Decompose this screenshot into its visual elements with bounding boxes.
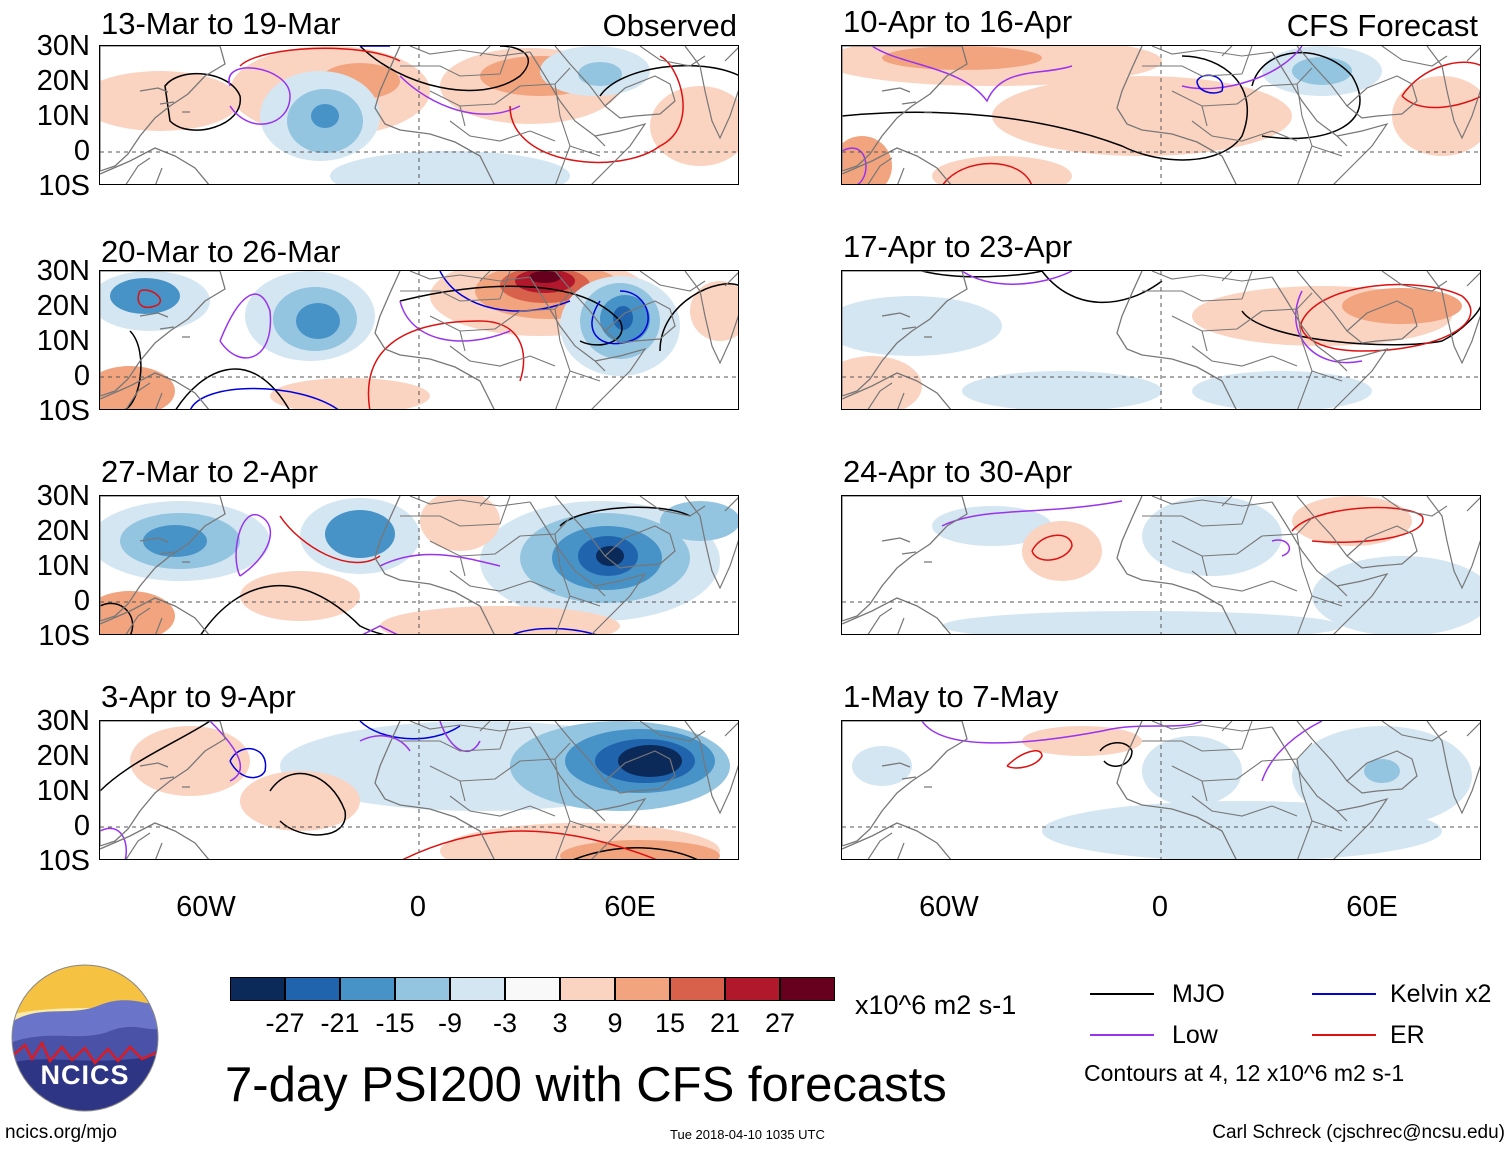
lat-label-0: 0 — [73, 360, 90, 392]
map-canvas — [100, 496, 738, 634]
colorbar-label: -3 — [492, 1008, 517, 1038]
colorbar-label: -9 — [437, 1008, 462, 1038]
lat-label-10s: 10S — [38, 620, 90, 652]
panel-title-fc-3: 24-Apr to 30-Apr — [843, 454, 1073, 489]
panel-title-obs-4: 3-Apr to 9-Apr — [101, 679, 296, 714]
map-canvas — [842, 721, 1480, 859]
colorbar-swatch — [780, 977, 835, 1001]
colorbar-swatch — [285, 977, 340, 1001]
map-panel-obs-2 — [99, 270, 739, 410]
main-title: 7-day PSI200 with CFS forecasts — [225, 1058, 947, 1112]
legend-label-kelvin: Kelvin x2 — [1390, 980, 1492, 1008]
colorbar-swatch — [230, 977, 285, 1001]
colorbar-label: 9 — [607, 1008, 623, 1038]
lat-label-30n: 30N — [36, 255, 90, 287]
map-canvas — [100, 46, 738, 184]
panel-title-obs-3: 27-Mar to 2-Apr — [101, 454, 319, 489]
lon-label-0: 0 — [1151, 891, 1169, 923]
legend-swatch-low — [1090, 1034, 1154, 1036]
colorbar-label: -27 — [265, 1008, 305, 1038]
legend-swatch-er — [1312, 1034, 1376, 1036]
map-canvas — [100, 721, 738, 859]
colorbar-label: -21 — [320, 1008, 360, 1038]
map-panel-obs-3 — [99, 495, 739, 635]
panel-title-fc-1: 10-Apr to 16-Apr — [843, 4, 1073, 39]
lat-label-0: 0 — [73, 585, 90, 617]
forecast-tag: CFS Forecast — [1286, 8, 1478, 43]
panel-title-obs-2: 20-Mar to 26-Mar — [101, 234, 341, 269]
lat-label-10n: 10N — [36, 550, 90, 582]
colorbar-label: 27 — [764, 1008, 796, 1038]
lat-label-10n: 10N — [36, 325, 90, 357]
legend-label-low: Low — [1172, 1021, 1218, 1049]
legend-swatch-mjo — [1090, 993, 1154, 995]
lat-label-10s: 10S — [38, 395, 90, 427]
colorbar-units: x10^6 m2 s-1 — [855, 990, 1017, 1020]
lat-label-30n: 30N — [36, 705, 90, 737]
footer-url[interactable]: ncics.org/mjo — [5, 1122, 117, 1143]
lat-label-0: 0 — [73, 135, 90, 167]
colorbar-swatch — [615, 977, 670, 1001]
lon-label-0: 0 — [409, 891, 427, 923]
map-panel-fc-2 — [841, 270, 1481, 410]
lat-label-10s: 10S — [38, 845, 90, 877]
map-panel-fc-3 — [841, 495, 1481, 635]
colorbar-swatch — [340, 977, 395, 1001]
lat-label-20n: 20N — [36, 740, 90, 772]
lat-label-30n: 30N — [36, 30, 90, 62]
footer-author: Carl Schreck (cjschrec@ncsu.edu) — [1212, 1122, 1505, 1143]
map-panel-obs-1 — [99, 45, 739, 185]
colorbar-swatch — [670, 977, 725, 1001]
legend-label-er: ER — [1390, 1021, 1425, 1049]
map-panel-fc-4 — [841, 720, 1481, 860]
lat-label-10s: 10S — [38, 170, 90, 202]
observed-tag: Observed — [602, 8, 737, 43]
footer-timestamp: Tue 2018-04-10 1035 UTC — [670, 1127, 825, 1142]
contour-note: Contours at 4, 12 x10^6 m2 s-1 — [1084, 1060, 1405, 1086]
logo-text: NCICS — [40, 1060, 130, 1090]
colorbar-swatch — [450, 977, 505, 1001]
lon-label-60e: 60E — [1346, 891, 1398, 923]
lat-label-20n: 20N — [36, 65, 90, 97]
map-panel-fc-1 — [841, 45, 1481, 185]
colorbar-label: 15 — [654, 1008, 686, 1038]
panel-title-fc-4: 1-May to 7-May — [843, 679, 1059, 714]
map-canvas — [842, 46, 1480, 184]
panel-title-obs-1: 13-Mar to 19-Mar — [101, 6, 341, 41]
colorbar-label: 3 — [552, 1008, 568, 1038]
lat-label-10n: 10N — [36, 100, 90, 132]
colorbar-swatch — [725, 977, 780, 1001]
legend-label-mjo: MJO — [1172, 980, 1225, 1008]
map-canvas — [842, 496, 1480, 634]
lat-label-0: 0 — [73, 810, 90, 842]
map-panel-obs-4 — [99, 720, 739, 860]
map-canvas — [842, 271, 1480, 409]
panel-title-fc-2: 17-Apr to 23-Apr — [843, 229, 1073, 264]
logo-graphic — [11, 964, 159, 1112]
lat-label-20n: 20N — [36, 290, 90, 322]
lon-label-60e: 60E — [604, 891, 656, 923]
colorbar-label: -15 — [375, 1008, 415, 1038]
lat-label-10n: 10N — [36, 775, 90, 807]
lon-label-60w: 60W — [176, 891, 236, 923]
colorbar-swatch — [560, 977, 615, 1001]
colorbar-label: 21 — [709, 1008, 741, 1038]
lon-label-60w: 60W — [919, 891, 979, 923]
lat-label-20n: 20N — [36, 515, 90, 547]
map-canvas — [100, 271, 738, 409]
lat-label-30n: 30N — [36, 480, 90, 512]
colorbar-swatch — [395, 977, 450, 1001]
colorbar-swatch — [505, 977, 560, 1001]
ncics-logo: NCICS — [10, 963, 160, 1113]
legend-swatch-kelvin — [1312, 993, 1376, 995]
